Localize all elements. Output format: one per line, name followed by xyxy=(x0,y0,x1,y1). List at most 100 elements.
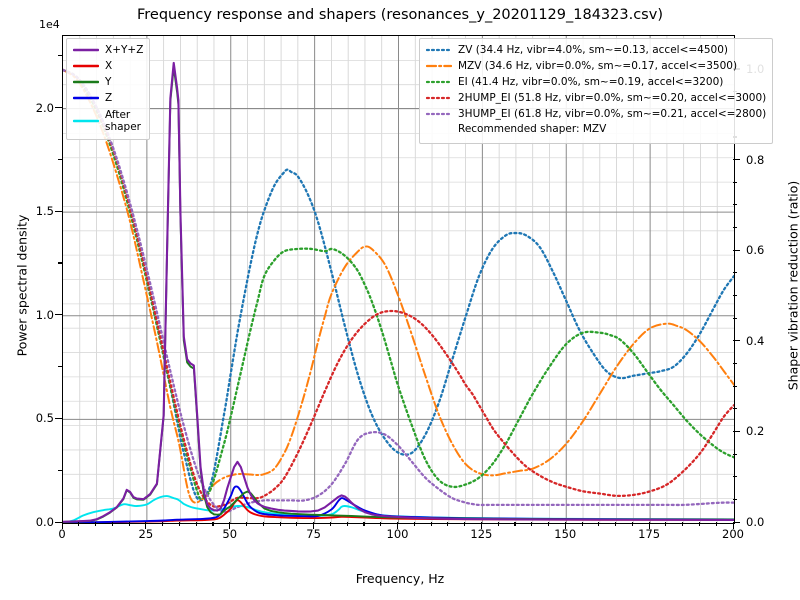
x-tick-mark-minor xyxy=(698,522,701,526)
x-tick-mark-minor xyxy=(279,522,281,526)
x-tick-mark xyxy=(480,522,482,529)
y-axis-label-right: Shaper vibration reduction (ratio) xyxy=(785,180,800,391)
legend-line-swatch xyxy=(426,75,452,89)
x-tick-mark-minor xyxy=(413,522,415,526)
x-tick-mark xyxy=(564,522,566,529)
y-tick-mark-left xyxy=(55,314,62,316)
y-tick-label-right: 0.4 xyxy=(746,333,765,348)
legend-shaper-item-mzv[interactable]: MZV (34.6 Hz, vibr=0.0%, sm~=0.17, accel… xyxy=(426,59,766,75)
x-tick-mark-minor xyxy=(246,522,248,526)
y-tick-label-left: 2.0 xyxy=(35,100,54,115)
legend-psd-item-x-y-z[interactable]: X+Y+Z xyxy=(73,43,143,59)
legend-psd-item-label: Z xyxy=(105,92,113,104)
x-tick-mark-minor xyxy=(514,522,516,526)
y-tick-mark-right-minor xyxy=(733,204,737,206)
x-tick-mark-minor xyxy=(128,522,130,526)
x-tick-mark-minor xyxy=(162,522,164,526)
legend-psd[interactable]: X+Y+Z X Y Z After shaper xyxy=(66,38,151,140)
x-tick-mark-minor xyxy=(547,522,550,526)
legend-psd-item-label: X xyxy=(105,60,113,72)
x-tick-mark-minor xyxy=(682,522,684,526)
legend-psd-item-label: X+Y+Z xyxy=(105,44,144,56)
y-tick-label-left: 1.5 xyxy=(35,204,54,219)
legend-line-swatch xyxy=(73,43,99,57)
legend-psd-item-label: After shaper xyxy=(105,109,141,132)
legend-shaper-item-label: 2HUMP_EI (51.8 Hz, vibr=0.0%, sm~=0.20, … xyxy=(458,92,767,104)
recommended-shaper-note: Recommended shaper: MZV xyxy=(426,123,766,139)
y-tick-mark-right xyxy=(733,159,740,161)
x-tick-mark xyxy=(61,522,63,529)
shaper-curve-zv xyxy=(63,68,734,502)
shaper-curve-3hump_ei xyxy=(63,68,734,514)
legend-psd-item-y[interactable]: Y xyxy=(73,75,143,91)
x-tick-label: 100 xyxy=(386,527,409,541)
x-tick-label: 25 xyxy=(138,527,154,541)
psd-curve-x-y-z xyxy=(63,61,734,523)
y-tick-label-left: 0.5 xyxy=(35,411,54,426)
y-tick-mark-left xyxy=(55,417,62,419)
x-tick-mark-minor xyxy=(262,522,264,526)
x-tick-mark-minor xyxy=(195,522,197,526)
legend-shaper-item-3hump_ei[interactable]: 3HUMP_EI (61.8 Hz, vibr=0.0%, sm~=0.21, … xyxy=(426,107,766,123)
y-tick-mark-right-minor xyxy=(733,385,737,387)
x-tick-label: 50 xyxy=(222,527,238,541)
shaper-curve-ei xyxy=(63,68,734,500)
legend-line-swatch xyxy=(426,107,452,121)
x-tick-mark xyxy=(145,522,147,529)
y-tick-mark-right xyxy=(733,249,740,251)
x-tick-mark-minor xyxy=(296,522,298,526)
legend-line-swatch xyxy=(73,114,99,128)
legend-shaper-item-2hump_ei[interactable]: 2HUMP_EI (51.8 Hz, vibr=0.0%, sm~=0.20, … xyxy=(426,91,766,107)
x-tick-mark-minor xyxy=(581,522,583,526)
legend-shaper-item-label: ZV (34.4 Hz, vibr=4.0%, sm~=0.13, accel<… xyxy=(458,44,728,56)
psd-curves xyxy=(63,61,734,523)
x-tick-mark-minor xyxy=(430,522,432,526)
legend-shaper-item-label: 3HUMP_EI (61.8 Hz, vibr=0.0%, sm~=0.21, … xyxy=(458,108,767,120)
legend-line-swatch xyxy=(426,43,452,57)
shaper-curves xyxy=(63,68,734,514)
x-tick-mark-minor xyxy=(531,522,533,526)
y-tick-mark-left-minor xyxy=(58,366,62,368)
legend-psd-item-after-shaper[interactable]: After shaper xyxy=(73,107,143,135)
y-tick-mark-left xyxy=(55,210,62,212)
x-tick-mark-minor xyxy=(464,522,466,526)
y-tick-mark-right-minor xyxy=(733,453,737,455)
y-tick-label-left: 0.0 xyxy=(35,515,54,529)
x-tick-mark-minor xyxy=(212,522,214,526)
x-tick-mark-minor xyxy=(665,522,667,526)
y-tick-mark-right xyxy=(733,340,740,342)
chart-title: Frequency response and shapers (resonanc… xyxy=(137,7,663,23)
legend-psd-item-label-line2: shaper xyxy=(105,120,142,133)
y-tick-label-left: 1.0 xyxy=(35,307,54,322)
legend-shapers[interactable]: ZV (34.4 Hz, vibr=4.0%, sm~=0.13, accel<… xyxy=(419,38,774,144)
x-tick-mark-minor xyxy=(111,522,113,526)
x-tick-mark-minor xyxy=(346,522,348,526)
x-tick-mark-minor xyxy=(598,522,600,526)
legend-psd-item-z[interactable]: Z xyxy=(73,91,143,107)
legend-shaper-item-ei[interactable]: EI (41.4 Hz, vibr=0.0%, sm~=0.19, accel<… xyxy=(426,75,766,91)
x-tick-mark-minor xyxy=(95,522,97,526)
y-tick-mark-right-minor xyxy=(733,408,737,410)
y-tick-mark-right-minor xyxy=(733,272,737,274)
x-tick-mark-minor xyxy=(615,522,617,526)
x-tick-label: 175 xyxy=(638,527,661,541)
legend-psd-item-x[interactable]: X xyxy=(73,59,143,75)
legend-line-swatch xyxy=(73,59,99,73)
y-tick-mark-right-minor xyxy=(733,362,737,365)
y-tick-mark-right-minor xyxy=(733,294,737,297)
legend-line-swatch xyxy=(426,91,452,105)
legend-shaper-item-zv[interactable]: ZV (34.4 Hz, vibr=4.0%, sm~=0.13, accel<… xyxy=(426,43,766,59)
legend-psd-item-label-line1: After xyxy=(105,109,131,122)
x-tick-label: 0 xyxy=(58,527,66,541)
y-tick-label-right: 0.8 xyxy=(746,152,765,167)
y-tick-mark-left xyxy=(55,107,62,109)
y-tick-label-right: 0.2 xyxy=(746,424,765,439)
y-tick-mark-left-minor xyxy=(58,158,62,160)
legend-shaper-item-label: MZV (34.6 Hz, vibr=0.0%, sm~=0.17, accel… xyxy=(458,60,738,72)
x-tick-label: 150 xyxy=(554,527,577,541)
x-tick-mark-minor xyxy=(380,522,382,526)
y-tick-mark-right-minor xyxy=(733,317,737,319)
recommended-shaper-text: Recommended shaper: MZV xyxy=(458,123,607,135)
y-axis-offset-text: 1e4 xyxy=(39,18,60,31)
shaper-curve-mzv xyxy=(63,68,734,504)
